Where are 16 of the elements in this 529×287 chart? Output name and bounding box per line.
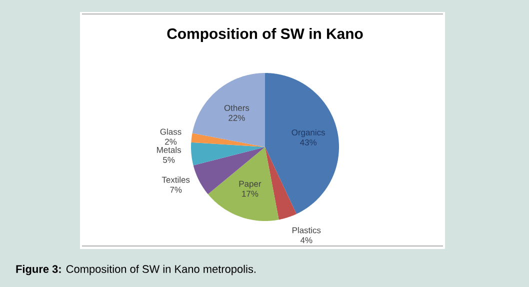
data-label: 5%	[163, 156, 175, 163]
slice-label: Organics	[292, 129, 325, 138]
data-label: 17%	[242, 190, 258, 197]
data-label: 7%	[170, 186, 182, 193]
text: Figure 3: Composition of SW in Kano metropolis.	[16, 264, 256, 276]
slice-label: Glass	[160, 128, 182, 135]
data-label: 22%	[228, 114, 245, 121]
slice-label: Plastics	[292, 227, 321, 234]
slice-label: Metals	[157, 146, 181, 153]
chart-title: Composition of SW in Kano	[167, 28, 363, 42]
data-label: 43%	[300, 139, 317, 146]
slice-label: Textiles	[162, 176, 190, 183]
slice-label: Others	[224, 104, 250, 111]
data-label: 2%	[165, 138, 177, 145]
slice-label: Paper	[239, 180, 262, 188]
data-label: 4%	[300, 237, 312, 244]
